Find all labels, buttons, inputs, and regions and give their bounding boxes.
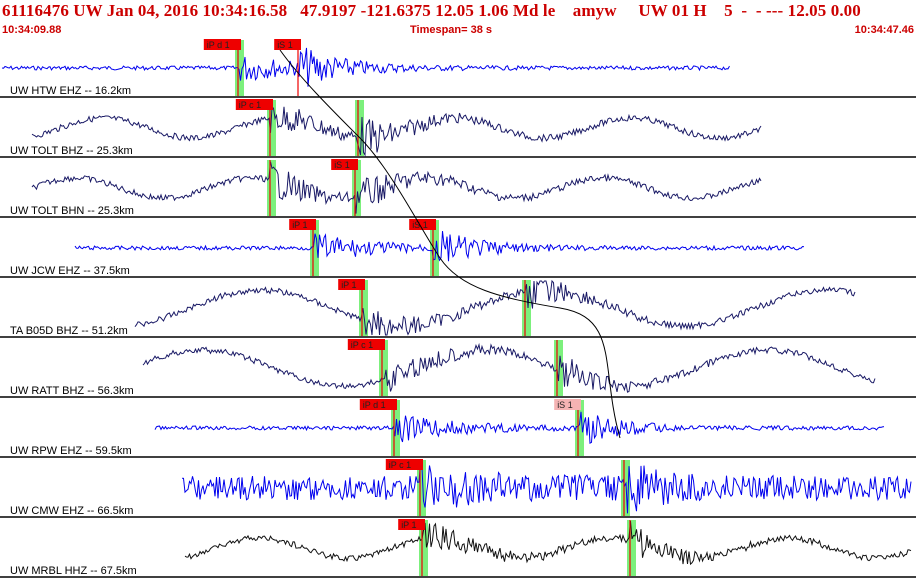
pick-window	[575, 400, 584, 456]
window-start-time: 10:34:09.88	[2, 24, 62, 36]
trace-row[interactable]: iP c 1 UW RATT BHZ -- 56.3km	[0, 339, 916, 398]
trace-row[interactable]: iP 1 iS 1UW JCW EHZ -- 37.5km	[0, 219, 916, 278]
waveform	[1, 47, 730, 87]
pick-window	[419, 520, 428, 576]
pick-flag[interactable]	[331, 159, 358, 170]
pick-flag[interactable]	[347, 339, 385, 350]
pick-label: iP 1	[401, 520, 416, 530]
waveform	[134, 279, 856, 336]
pick-label: iS 1	[557, 400, 573, 410]
waveform	[184, 520, 912, 566]
pick-label: iP c 1	[351, 340, 373, 350]
pick-flag[interactable]	[203, 39, 241, 50]
pick-label: iP d 1	[363, 400, 386, 410]
channel-label: UW JCW EHZ -- 37.5km	[10, 265, 130, 277]
trace-row[interactable]: iP d 1 iS 1 UW RPW EHZ -- 59.5km	[0, 399, 916, 458]
trace-row[interactable]: iP 1 TA B05D BHZ -- 51.2km	[0, 279, 916, 338]
waveform	[74, 231, 805, 262]
channel-label: UW MRBL HHZ -- 67.5km	[10, 565, 137, 577]
channel-label: UW TOLT BHN -- 25.3km	[10, 205, 134, 217]
pick-label: iP 1	[341, 280, 356, 290]
trace-row[interactable]: iP 1 UW MRBL HHZ -- 67.5km	[0, 519, 916, 578]
pick-flag[interactable]	[289, 219, 316, 230]
timespan-readout: Timespan= 38 s	[410, 24, 493, 36]
waveform	[31, 161, 762, 214]
travel-time-curve	[279, 49, 621, 439]
pick-flag[interactable]	[398, 519, 425, 530]
channel-label: UW TOLT BHZ -- 25.3km	[10, 145, 133, 157]
channel-label: UW CMW EHZ -- 66.5km	[10, 505, 133, 517]
trace-row[interactable]: iP d 1 iS 1 UW HTW EHZ -- 16.2km	[0, 39, 916, 98]
trace-row[interactable]: iP c 1 UW TOLT BHZ -- 25.3km	[0, 99, 916, 158]
pick-flag[interactable]	[274, 39, 301, 50]
pick-label: iS 1	[334, 160, 350, 170]
pick-window	[417, 460, 426, 516]
pick-window	[430, 220, 439, 276]
pick-label: iP d 1	[207, 40, 230, 50]
pick-flag[interactable]	[235, 99, 273, 110]
waveform	[31, 106, 762, 157]
pick-label: iP c 1	[239, 100, 261, 110]
pick-flag[interactable]	[385, 459, 423, 470]
pick-flag[interactable]	[554, 399, 581, 410]
pick-flag[interactable]	[359, 399, 397, 410]
pick-window	[235, 40, 244, 96]
channel-label: UW HTW EHZ -- 16.2km	[10, 85, 131, 97]
event-header: 61116476 UW Jan 04, 2016 10:34:16.58 47.…	[0, 0, 916, 38]
waveform	[181, 463, 912, 514]
pick-window	[359, 280, 368, 336]
waveform	[142, 342, 876, 393]
channel-label: UW RATT BHZ -- 56.3km	[10, 385, 134, 397]
trace-row[interactable]: iP c 1 UW CMW EHZ -- 66.5km	[0, 459, 916, 518]
pick-label: iP 1	[292, 220, 307, 230]
channel-label: UW RPW EHZ -- 59.5km	[10, 445, 132, 457]
pick-window	[554, 340, 563, 396]
pick-flag[interactable]	[338, 279, 365, 290]
pick-window	[621, 460, 630, 516]
pick-window	[267, 160, 276, 216]
pick-label: iS 1	[277, 40, 293, 50]
pick-window	[379, 340, 388, 396]
pick-window	[355, 100, 364, 156]
trace-panel[interactable]: iP d 1 iS 1 UW HTW EHZ -- 16.2km iP c 1 UW T…	[0, 38, 916, 580]
event-summary-title: 61116476 UW Jan 04, 2016 10:34:16.58 47.…	[2, 1, 861, 20]
pick-window	[522, 280, 531, 336]
pick-label: iP c 1	[389, 460, 411, 470]
pick-window	[352, 160, 361, 216]
waveform	[154, 411, 885, 445]
pick-flag[interactable]	[409, 219, 436, 230]
trace-row[interactable]: iS 1 UW TOLT BHN -- 25.3km	[0, 159, 916, 218]
pick-window	[627, 520, 636, 576]
channel-label: TA B05D BHZ -- 51.2km	[10, 325, 128, 337]
window-end-time: 10:34:47.46	[854, 24, 914, 36]
pick-window	[267, 100, 276, 156]
pick-window	[310, 220, 319, 276]
